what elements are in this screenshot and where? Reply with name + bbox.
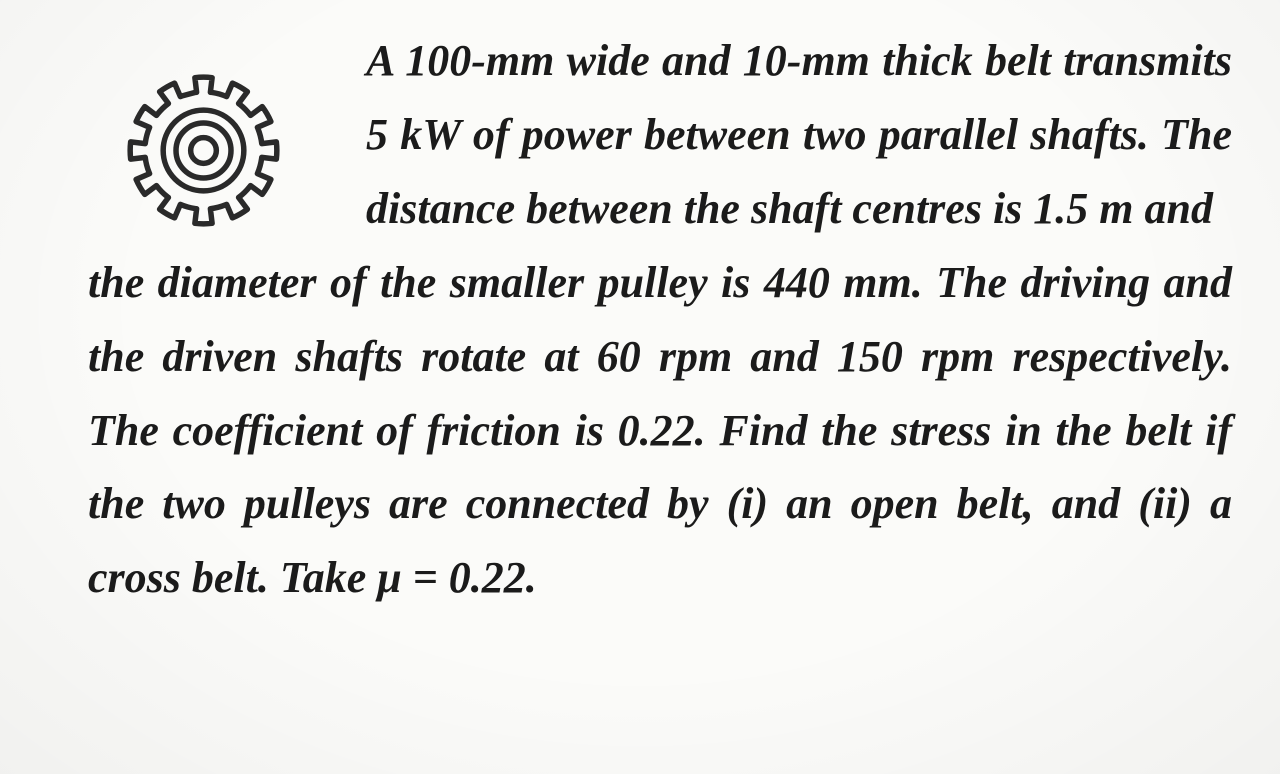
problem-page: A 100-mm wide and 10-mm thick belt trans… xyxy=(0,0,1280,774)
problem-body-text: the diameter of the smaller pulley is 44… xyxy=(88,246,1232,616)
icon-column xyxy=(88,24,318,233)
gear-icon xyxy=(121,68,286,233)
lead-block: A 100-mm wide and 10-mm thick belt trans… xyxy=(88,24,1232,246)
problem-lead-text: A 100-mm wide and 10-mm thick belt trans… xyxy=(366,24,1232,246)
